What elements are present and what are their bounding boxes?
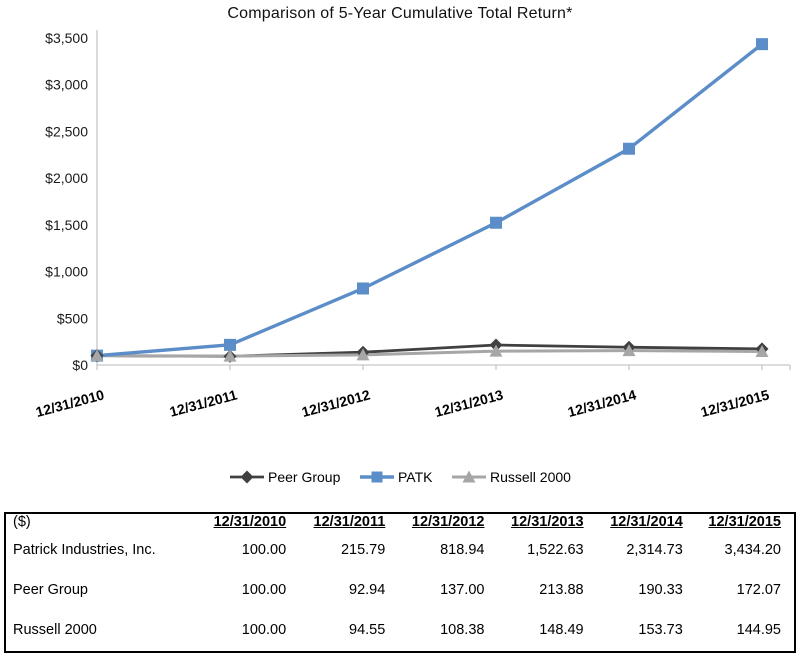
value-cell: 213.88 xyxy=(539,581,584,598)
marker-russell-2000-12/31/2013 xyxy=(489,344,503,357)
row-label: Peer Group xyxy=(13,581,88,598)
table-header-cell: 12/31/2015 xyxy=(708,514,781,530)
value-cell: 100.00 xyxy=(241,581,287,598)
value-cell: 94.55 xyxy=(349,622,386,639)
y-axis-label: $0 xyxy=(72,357,88,373)
y-axis-label: $3,000 xyxy=(45,77,88,93)
legend-label-russell-2000: Russell 2000 xyxy=(490,469,571,485)
value-cell: 153.73 xyxy=(638,622,683,639)
legend-label-peer-group: Peer Group xyxy=(268,469,341,485)
performance-table-body: Patrick Industries, Inc. 100.00 215.79 818.… xyxy=(5,530,795,652)
x-axis-label: 12/31/2015 xyxy=(699,386,771,420)
value-cell: 108.38 xyxy=(440,622,485,639)
table-header-cell: 12/31/2014 xyxy=(610,514,683,530)
table-header-cell: 12/31/2013 xyxy=(511,514,584,530)
marker-russell-2000-12/31/2010 xyxy=(90,349,104,362)
x-axis-label: 12/31/2014 xyxy=(566,386,638,420)
marker-patk-12/31/2014 xyxy=(623,142,635,155)
marker-patk-12/31/2015 xyxy=(756,38,768,51)
table-header-row: ($) 12/31/2010 12/31/2011 12/31/2012 12/31/2… xyxy=(5,513,795,530)
performance-table-head: ($) 12/31/2010 12/31/2011 12/31/2012 12/31/2… xyxy=(5,513,795,530)
row-label: Russell 2000 xyxy=(13,622,97,639)
x-axis-label: 12/31/2012 xyxy=(300,386,372,420)
y-axis-label: $2,500 xyxy=(45,123,88,139)
y-axis-label: $3,500 xyxy=(45,30,88,46)
marker-patk-12/31/2011 xyxy=(224,338,236,351)
table-row: Russell 2000 100.00 94.55 108.38 148.49 153.7… xyxy=(5,610,795,652)
legend-label-patk: PATK xyxy=(398,469,433,485)
table-header-cell: 12/31/2011 xyxy=(313,514,386,530)
value-cell: 92.94 xyxy=(349,581,386,598)
legend-marker-russell-2000 xyxy=(462,470,476,483)
series-line-russell-2000 xyxy=(95,349,764,358)
value-cell: 100.00 xyxy=(241,541,287,558)
value-cell: 148.49 xyxy=(539,622,584,639)
value-cell: 1,522.63 xyxy=(527,541,584,558)
marker-russell-2000-12/31/2015 xyxy=(755,344,769,357)
value-cell: 137.00 xyxy=(440,581,485,598)
table-header-cell: 12/31/2010 xyxy=(213,514,287,530)
marker-patk-12/31/2013 xyxy=(490,216,502,229)
legend-marker-peer-group xyxy=(240,470,254,484)
row-label: Patrick Industries, Inc. xyxy=(13,541,156,558)
marker-russell-2000-12/31/2011 xyxy=(223,349,237,362)
value-cell: 190.33 xyxy=(638,581,683,598)
value-cell: 172.07 xyxy=(736,581,781,598)
y-axis-label: $500 xyxy=(57,310,88,326)
value-cell: 3,434.20 xyxy=(724,541,781,558)
y-axis-label: $1,500 xyxy=(45,217,88,233)
marker-russell-2000-12/31/2012 xyxy=(356,348,370,361)
table-header-cell: 12/31/2012 xyxy=(411,514,485,530)
y-axis-label: $1,000 xyxy=(45,264,88,280)
series-line-patk xyxy=(95,42,764,358)
marker-russell-2000-12/31/2014 xyxy=(622,344,636,357)
marker-patk-12/31/2012 xyxy=(357,282,369,295)
x-axis-label: 12/31/2011 xyxy=(168,386,239,419)
value-cell: 144.95 xyxy=(736,622,781,639)
table-row: Patrick Industries, Inc. 100.00 215.79 818.… xyxy=(5,530,795,570)
x-axis-label: 12/31/2010 xyxy=(34,386,106,420)
value-cell: 818.94 xyxy=(440,541,485,558)
table-unit-label: ($) xyxy=(13,514,31,530)
value-cell: 100.00 xyxy=(241,622,287,639)
performance-table: ($) 12/31/2010 12/31/2011 12/31/2012 12/31/2… xyxy=(4,512,796,653)
y-axis-label: $2,000 xyxy=(45,170,88,186)
cumulative-return-chart: $0 $500 $1,000 $1,500 $2,000 $2,500 $3,000 $3,5… xyxy=(34,30,791,485)
chart-title: Comparison of 5-Year Cumulative Total Re… xyxy=(227,5,573,22)
x-axis-label: 12/31/2013 xyxy=(433,386,505,420)
table-row: Peer Group 100.00 92.94 137.00 213.88 190.33 1… xyxy=(5,570,795,610)
legend-marker-patk xyxy=(371,471,383,483)
value-cell: 215.79 xyxy=(340,541,386,558)
value-cell: 2,314.73 xyxy=(626,541,683,558)
